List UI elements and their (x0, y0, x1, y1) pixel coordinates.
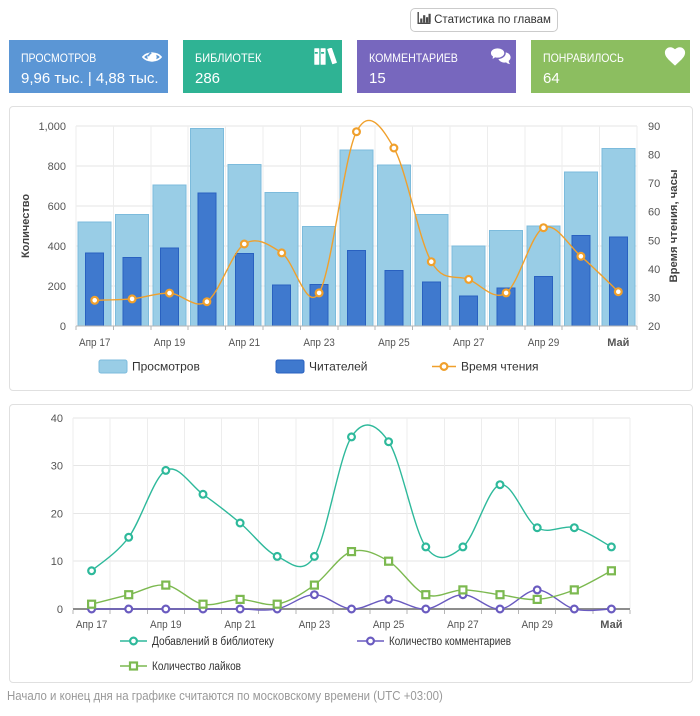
svg-text:70: 70 (648, 178, 660, 190)
svg-text:Просмотров: Просмотров (132, 360, 200, 374)
svg-text:Апр 29: Апр 29 (528, 337, 560, 349)
svg-text:Время чтения, часы: Время чтения, часы (668, 170, 680, 283)
svg-text:50: 50 (648, 235, 660, 247)
svg-text:Апр 23: Апр 23 (299, 619, 331, 631)
svg-text:60: 60 (648, 207, 660, 219)
svg-text:Количество комментариев: Количество комментариев (389, 636, 511, 648)
svg-text:30: 30 (648, 292, 660, 304)
svg-text:80: 80 (648, 150, 660, 162)
svg-text:Апр 19: Апр 19 (154, 337, 186, 349)
svg-text:Апр 17: Апр 17 (76, 619, 108, 631)
svg-text:30: 30 (51, 461, 63, 473)
svg-text:Май: Май (607, 337, 629, 349)
svg-text:Апр 23: Апр 23 (303, 337, 335, 349)
svg-text:Апр 27: Апр 27 (453, 337, 485, 349)
svg-text:Апр 21: Апр 21 (224, 619, 256, 631)
svg-text:Апр 19: Апр 19 (150, 619, 182, 631)
svg-text:Апр 27: Апр 27 (447, 619, 479, 631)
svg-text:Количество: Количество (20, 194, 32, 258)
svg-text:200: 200 (48, 281, 66, 293)
svg-text:Читателей: Читателей (309, 360, 368, 374)
svg-text:20: 20 (648, 321, 660, 333)
svg-text:1,000: 1,000 (38, 121, 66, 133)
svg-text:20: 20 (51, 508, 63, 520)
svg-text:Время чтения: Время чтения (461, 360, 539, 374)
svg-text:0: 0 (60, 321, 66, 333)
svg-text:Апр 29: Апр 29 (521, 619, 553, 631)
svg-text:Апр 25: Апр 25 (378, 337, 410, 349)
svg-text:Добавлений в библиотеку: Добавлений в библиотеку (152, 636, 274, 648)
svg-text:400: 400 (48, 241, 66, 253)
svg-text:Количество лайков: Количество лайков (152, 661, 241, 673)
svg-text:10: 10 (51, 556, 63, 568)
svg-text:90: 90 (648, 121, 660, 133)
svg-text:800: 800 (48, 161, 66, 173)
svg-text:600: 600 (48, 201, 66, 213)
svg-text:Май: Май (600, 619, 622, 631)
svg-text:Апр 25: Апр 25 (373, 619, 405, 631)
svg-text:40: 40 (648, 264, 660, 276)
svg-text:Апр 21: Апр 21 (229, 337, 261, 349)
svg-text:40: 40 (51, 413, 63, 425)
svg-text:0: 0 (57, 604, 63, 616)
svg-text:Апр 17: Апр 17 (79, 337, 111, 349)
